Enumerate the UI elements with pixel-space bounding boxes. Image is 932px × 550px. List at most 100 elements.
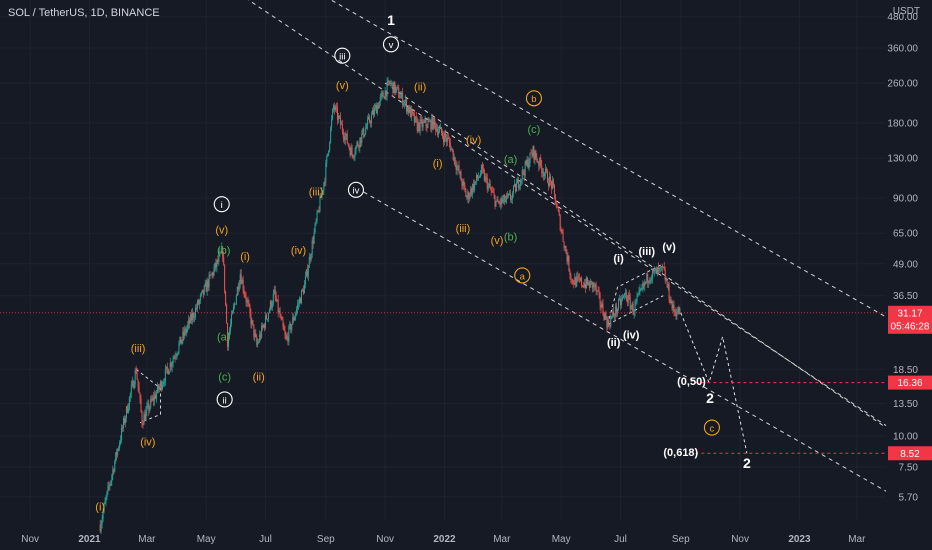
candle-body xyxy=(346,133,348,144)
candle-body xyxy=(541,164,543,173)
candle-body xyxy=(130,385,132,394)
candle-body xyxy=(644,281,646,287)
candle-body xyxy=(583,285,585,288)
candle-body xyxy=(175,356,177,358)
candle-body xyxy=(503,195,505,200)
candle-body xyxy=(585,277,587,288)
candle-body xyxy=(303,284,305,294)
candle-body xyxy=(540,157,542,165)
candle-body xyxy=(434,118,436,124)
candle-body xyxy=(228,336,230,348)
candle-body xyxy=(264,324,266,328)
time-label: Nov xyxy=(21,534,39,545)
wave-label: (iv) xyxy=(140,436,155,448)
candle-body xyxy=(281,317,283,320)
candle-body xyxy=(161,384,163,390)
price-tick-label: 5.70 xyxy=(899,492,919,503)
candle-body xyxy=(547,171,549,183)
wave-label: (b) xyxy=(217,245,230,257)
candle-body xyxy=(667,284,669,288)
candle-body xyxy=(542,172,544,173)
candle-body xyxy=(242,279,244,291)
candle-body xyxy=(400,95,402,99)
candle-body xyxy=(271,303,273,308)
candle-body xyxy=(347,143,349,146)
candle-body xyxy=(328,150,330,154)
candle-body xyxy=(477,177,479,179)
candle-body xyxy=(534,151,536,160)
channel-line xyxy=(247,0,887,427)
candle-body xyxy=(145,410,147,421)
price-tick-label: 180.00 xyxy=(887,118,918,129)
candle-body xyxy=(233,303,235,307)
candle-body xyxy=(300,290,302,304)
candle-body xyxy=(488,183,490,185)
candle-body xyxy=(643,283,645,287)
candle-body xyxy=(168,371,170,375)
wave-label: i xyxy=(221,200,223,211)
candle-body xyxy=(310,254,312,260)
candle-body xyxy=(178,343,180,352)
candle-body xyxy=(676,313,678,317)
wave-label-circle xyxy=(525,90,542,107)
price-badge-target-618 xyxy=(888,446,932,461)
candle-body xyxy=(591,281,593,289)
wave-label: (iv) xyxy=(291,245,306,257)
candle-body xyxy=(580,277,582,281)
candle-body xyxy=(626,299,628,303)
candle-body xyxy=(246,300,248,302)
candle-body xyxy=(315,220,317,224)
wave-label: (ii) xyxy=(253,371,265,383)
candle-body xyxy=(428,121,430,123)
candle-body xyxy=(176,354,178,357)
candle-body xyxy=(301,289,303,291)
candle-body xyxy=(254,333,256,337)
candle-body xyxy=(319,195,321,212)
candle-body xyxy=(354,152,356,157)
candle-body xyxy=(234,303,236,305)
candle-body xyxy=(675,312,677,317)
candle-body xyxy=(300,298,302,304)
candle-body xyxy=(371,114,373,124)
candle-body xyxy=(632,303,634,315)
candle-body xyxy=(123,418,125,423)
candle-body xyxy=(669,299,671,304)
candle-body xyxy=(397,87,399,89)
candle-body xyxy=(124,417,126,423)
candle-body xyxy=(181,340,183,344)
candle-body xyxy=(593,282,595,287)
wave-label-circle xyxy=(514,267,531,284)
time-label: 2021 xyxy=(78,534,101,545)
candle-body xyxy=(265,315,267,328)
price-unit: USDT xyxy=(892,6,920,17)
candle-body xyxy=(423,121,425,123)
candle-body xyxy=(526,159,528,165)
candle-body xyxy=(131,380,133,386)
candle-body xyxy=(461,180,463,187)
wave-label: iii xyxy=(339,51,345,62)
candle-body xyxy=(609,324,611,327)
candle-body xyxy=(458,165,460,174)
candle-body xyxy=(385,90,387,97)
candle-body xyxy=(449,142,451,151)
candle-body xyxy=(636,296,638,302)
candle-body xyxy=(372,110,374,115)
time-label: Nov xyxy=(731,534,749,545)
candle-body xyxy=(238,284,240,290)
candle-body xyxy=(314,223,316,233)
candle-body xyxy=(305,269,307,277)
candle-body xyxy=(456,166,458,170)
candle-body xyxy=(502,199,504,203)
candle-body xyxy=(450,148,452,151)
candle-body xyxy=(291,324,293,331)
candle-body xyxy=(121,427,123,441)
candle-body xyxy=(418,122,420,131)
candle-body xyxy=(424,119,426,122)
candle-body xyxy=(368,116,370,120)
wave-label: (v) xyxy=(336,80,349,92)
candle-body xyxy=(389,83,391,85)
candle-body xyxy=(633,311,635,315)
wave-label: (v) xyxy=(662,241,676,253)
candle-body xyxy=(213,268,215,276)
